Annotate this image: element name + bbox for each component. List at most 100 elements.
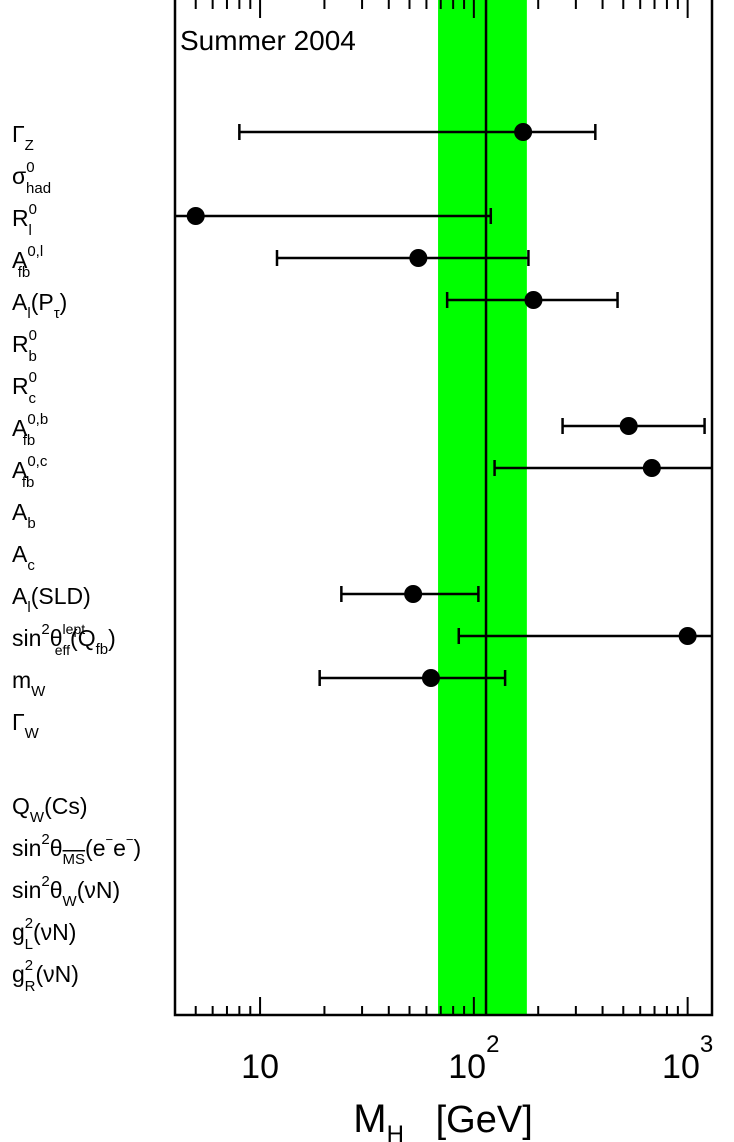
row-label-suffix-end: (e — [85, 835, 105, 861]
data-point — [678, 627, 697, 645]
row-label-sub: had — [26, 180, 51, 197]
x-tick-label: 10 — [241, 1048, 279, 1086]
x-axis-label-subscript: H — [387, 1121, 404, 1142]
row-label-tail-close: ) — [133, 835, 141, 861]
row-label-suffix: θ — [50, 835, 63, 861]
row-label: Al(SLD) — [12, 583, 91, 616]
row-label-sup: 2 — [25, 957, 33, 974]
row-label: sin2θlept eff(Qfb) — [12, 621, 116, 658]
x-axis-label-unit: [GeV] — [404, 1099, 533, 1141]
row-label-suffix-sub: MS — [63, 851, 86, 868]
x-tick-label-base: 10 — [662, 1048, 700, 1086]
row-label-sup: 2 — [25, 915, 33, 932]
row-label-sup: 0 — [26, 159, 34, 176]
row-label-symbol: m — [12, 667, 31, 693]
row-label-sub: b — [28, 348, 36, 365]
data-point — [642, 459, 661, 477]
x-tick-label-base: 10 — [448, 1048, 486, 1086]
row-label-symbol: A — [12, 415, 28, 441]
row-label: g2 L(νN) — [12, 915, 76, 953]
row-label-sup: 0 — [29, 369, 37, 386]
plot-frame — [173, 0, 714, 1017]
row-label: ΓZ — [12, 121, 34, 154]
row-label-symbol: A — [12, 499, 28, 525]
row-label-symbol: R — [12, 205, 29, 231]
row-label: R0 b — [12, 327, 37, 365]
row-label: Ac — [12, 541, 35, 574]
x-axis-label: MH [GeV] — [353, 1097, 533, 1142]
row-label-symbol: g — [12, 919, 25, 945]
row-label-symbol: A — [12, 583, 28, 609]
row-label-sub: l — [28, 222, 31, 239]
row-label-sub: b — [27, 515, 35, 532]
row-label: A0,b fb — [12, 411, 48, 449]
row-label-suffix: (νN) — [35, 961, 78, 987]
row-label-suffix-end: (Q — [70, 625, 96, 651]
row-label-sub: c — [28, 390, 36, 407]
row-label: Al(Pτ) — [12, 289, 67, 322]
row-label-symbol: sin — [12, 877, 41, 903]
row-label: g2 R(νN) — [12, 957, 79, 995]
row-label-symbol: Γ — [12, 121, 25, 147]
data-markers — [175, 123, 712, 687]
row-label-suffix-end: (νN) — [77, 877, 120, 903]
row-label-sup: 0 — [29, 201, 37, 218]
row-label-sup: 0,l — [27, 243, 43, 260]
row-label-sup: 2 — [41, 621, 49, 638]
row-label-suffix-sub: W — [63, 893, 78, 910]
row-label: A0,l fb — [12, 243, 43, 281]
row-label: sin2θW(νN) — [12, 873, 120, 910]
row-label-symbol: R — [12, 331, 29, 357]
row-label-end-sub: fb — [96, 641, 109, 658]
row-label-sub: W — [30, 809, 45, 826]
row-label-suffix: (νN) — [33, 919, 76, 945]
row-label-sub: l — [27, 599, 30, 616]
row-label: QW(Cs) — [12, 793, 88, 826]
row-label-sup: 0 — [29, 327, 37, 344]
data-point — [514, 123, 533, 141]
row-label-symbol: R — [12, 373, 29, 399]
row-label-symbol: Q — [12, 793, 30, 819]
row-label-sub: R — [25, 978, 36, 995]
x-tick-label: 102 — [448, 1031, 499, 1086]
row-label-sup: 0,b — [27, 411, 48, 428]
row-label-sub: W — [25, 725, 40, 742]
row-label-suffix-sup: lept — [63, 621, 86, 637]
row-label-suffix: θ — [50, 625, 63, 651]
data-point — [421, 669, 440, 687]
row-label-sub: L — [25, 936, 33, 953]
x-axis-label-main: M — [353, 1097, 386, 1141]
row-label-sub: fb — [22, 474, 35, 491]
row-label-sub: l — [27, 305, 30, 322]
row-label-sub: fb — [23, 432, 36, 449]
row-label-sup: 2 — [41, 873, 49, 890]
x-tick-label: 103 — [662, 1031, 713, 1086]
data-point — [186, 207, 205, 225]
x-tick-label-exponent: 3 — [700, 1031, 713, 1058]
row-label-symbol: A — [12, 457, 28, 483]
row-label-suffix: (P — [31, 289, 54, 315]
row-label-sub: W — [31, 683, 46, 700]
row-label-suffix: (Cs) — [44, 793, 87, 819]
uncertainty-band — [438, 0, 527, 1015]
data-point — [524, 291, 543, 309]
row-label-end-close: ) — [108, 625, 116, 651]
row-label-symbol: A — [12, 289, 28, 315]
row-label-symbol: sin — [12, 625, 41, 651]
row-label-sub: Z — [25, 137, 34, 154]
data-point — [404, 585, 423, 603]
row-label: R0 l — [12, 201, 37, 239]
row-label-suffix: (SLD) — [31, 583, 91, 609]
row-label: mW — [12, 667, 46, 700]
row-label-suffix-sub: eff — [55, 642, 70, 658]
row-label-suffix-sub: τ — [54, 305, 60, 322]
row-label: R0 c — [12, 369, 37, 407]
row-label-symbol: sin — [12, 835, 41, 861]
row-label-suffix: θ — [50, 877, 63, 903]
data-point — [409, 249, 428, 267]
row-label-suffix-end: ) — [60, 289, 68, 315]
row-label-sub: c — [27, 557, 35, 574]
chart-title: Summer 2004 — [180, 25, 356, 56]
